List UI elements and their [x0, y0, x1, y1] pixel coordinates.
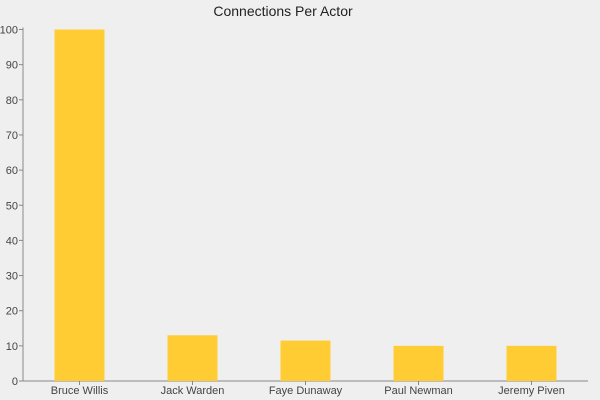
chart-title: Connections Per Actor	[213, 3, 353, 19]
bar-bruce-willis	[54, 29, 105, 381]
y-tick-label: 100	[0, 25, 18, 37]
y-tick-label: 0	[12, 376, 18, 388]
x-tick-label: Bruce Willis	[51, 385, 109, 397]
y-tick-label: 60	[6, 165, 18, 177]
x-tick-label: Jack Warden	[161, 385, 225, 397]
x-tick-label: Jeremy Piven	[498, 385, 565, 397]
y-tick-label: 90	[6, 60, 18, 72]
bar-faye-dunaway	[280, 340, 331, 381]
y-tick-label: 50	[6, 200, 18, 212]
x-tick-label: Faye Dunaway	[269, 385, 343, 397]
bar-jack-warden	[167, 335, 218, 381]
y-tick-label: 80	[6, 95, 18, 107]
y-tick-label: 20	[6, 306, 18, 318]
bar-jeremy-piven	[506, 345, 557, 381]
bar-paul-newman	[393, 345, 444, 381]
y-tick-label: 40	[6, 235, 18, 247]
y-tick-label: 30	[6, 271, 18, 283]
y-tick-label: 10	[6, 341, 18, 353]
y-tick-label: 70	[6, 130, 18, 142]
x-tick-label: Paul Newman	[384, 385, 452, 397]
